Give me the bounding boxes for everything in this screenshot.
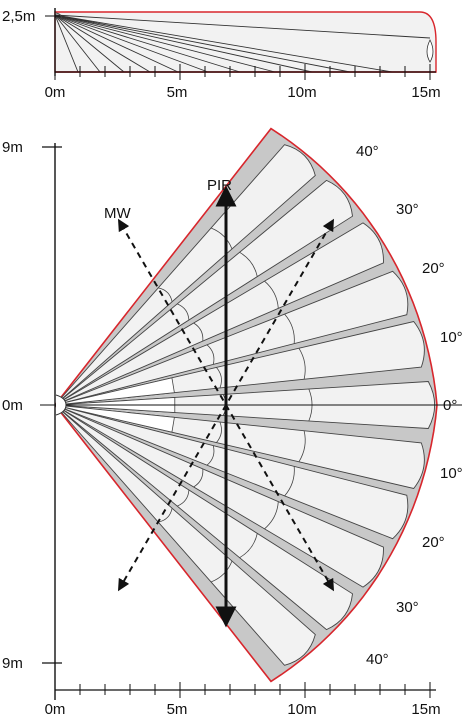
angle-label-center-0: 0° <box>443 397 457 414</box>
side-view-axis-label-5m: 5m <box>167 84 188 101</box>
mw-arrow-2 <box>117 218 335 592</box>
angle-label-upper-30: 30° <box>396 201 419 218</box>
y-label-bottom: 9m <box>2 655 23 672</box>
side-beam-line-9 <box>54 14 313 73</box>
side-beam-line-5 <box>54 14 179 73</box>
angle-label-lower-30: 30° <box>396 599 419 616</box>
side-beam-line-1 <box>54 14 79 73</box>
side-view-ticks <box>54 64 431 80</box>
sensor-icon <box>55 12 63 21</box>
y-label-middle: 0m <box>2 397 23 414</box>
side-beam-line-6 <box>54 14 209 73</box>
side-beam-line-2 <box>54 14 101 73</box>
pir-label: PIR <box>207 177 232 194</box>
angle-label-upper-10: 10° <box>440 329 463 346</box>
angle-label-upper-40: 40° <box>356 143 379 160</box>
side-view-axis-label-15m: 15m <box>411 84 440 101</box>
side-view-axis-label-10m: 10m <box>287 84 316 101</box>
side-view: 2,5m 0m 5m 10m 15m <box>2 8 441 101</box>
y-label-top: 9m <box>2 139 23 156</box>
angle-label-lower-10: 10° <box>440 465 463 482</box>
top-view: 9m 0m 9m 0m 5m 10m 15m PIR MW 40° 30° 20… <box>2 127 463 718</box>
side-beam-line-11 <box>54 14 393 73</box>
mw-label: MW <box>104 205 131 222</box>
side-view-height-label: 2,5m <box>2 8 35 25</box>
angle-label-lower-20: 20° <box>422 534 445 551</box>
angle-label-upper-20: 20° <box>422 260 445 277</box>
x-axis-label-0m: 0m <box>45 701 66 718</box>
side-beam-line-3 <box>54 14 125 73</box>
x-axis-label-15m: 15m <box>411 701 440 718</box>
side-view-coverage <box>54 11 437 73</box>
side-beam-line-8 <box>54 14 276 73</box>
x-axis-label-10m: 10m <box>287 701 316 718</box>
side-beam-line-10 <box>54 14 351 73</box>
side-view-end-zone <box>426 39 434 63</box>
x-axis-label-5m: 5m <box>167 701 188 718</box>
sensor-icon <box>55 394 67 416</box>
angle-label-lower-40: 40° <box>366 651 389 668</box>
side-view-beams <box>54 14 431 73</box>
x-axis-ticks <box>54 682 431 698</box>
side-beam-line-7 <box>54 14 241 73</box>
side-view-axis-label-0m: 0m <box>45 84 66 101</box>
side-beam-line-4 <box>54 14 151 73</box>
side-beam-line-12 <box>54 14 431 39</box>
